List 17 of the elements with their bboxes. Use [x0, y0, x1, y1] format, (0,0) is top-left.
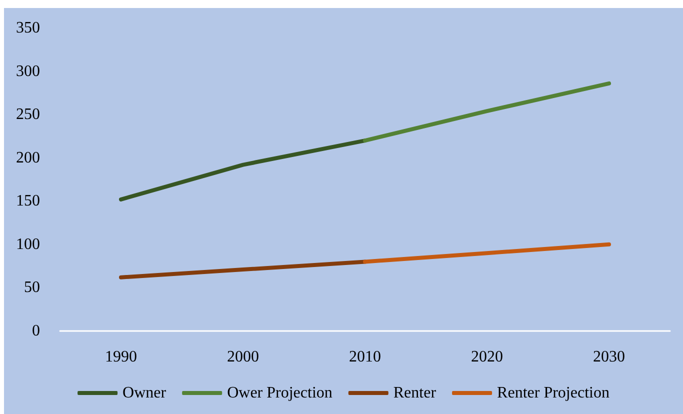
x-tick-label: 2010 [349, 348, 381, 366]
legend-label: Ower Projection [227, 384, 332, 402]
x-tick-label: 2020 [471, 348, 503, 366]
legend-label: Renter Projection [497, 384, 610, 402]
y-tick-label: 200 [16, 149, 40, 166]
x-tick-label: 2000 [227, 348, 259, 366]
legend-label: Owner [122, 384, 167, 402]
y-tick-label: 250 [16, 106, 40, 124]
legend-label: Renter [393, 384, 437, 402]
y-tick-label: 300 [16, 62, 40, 80]
x-tick-label: 2030 [593, 348, 625, 366]
y-tick-label: 50 [24, 279, 40, 296]
y-tick-label: 350 [16, 20, 40, 36]
y-tick-label: 150 [16, 192, 40, 210]
y-tick-label: 100 [16, 236, 40, 253]
y-tick-label: 0 [32, 322, 40, 340]
x-tick-label: 1990 [105, 348, 137, 366]
